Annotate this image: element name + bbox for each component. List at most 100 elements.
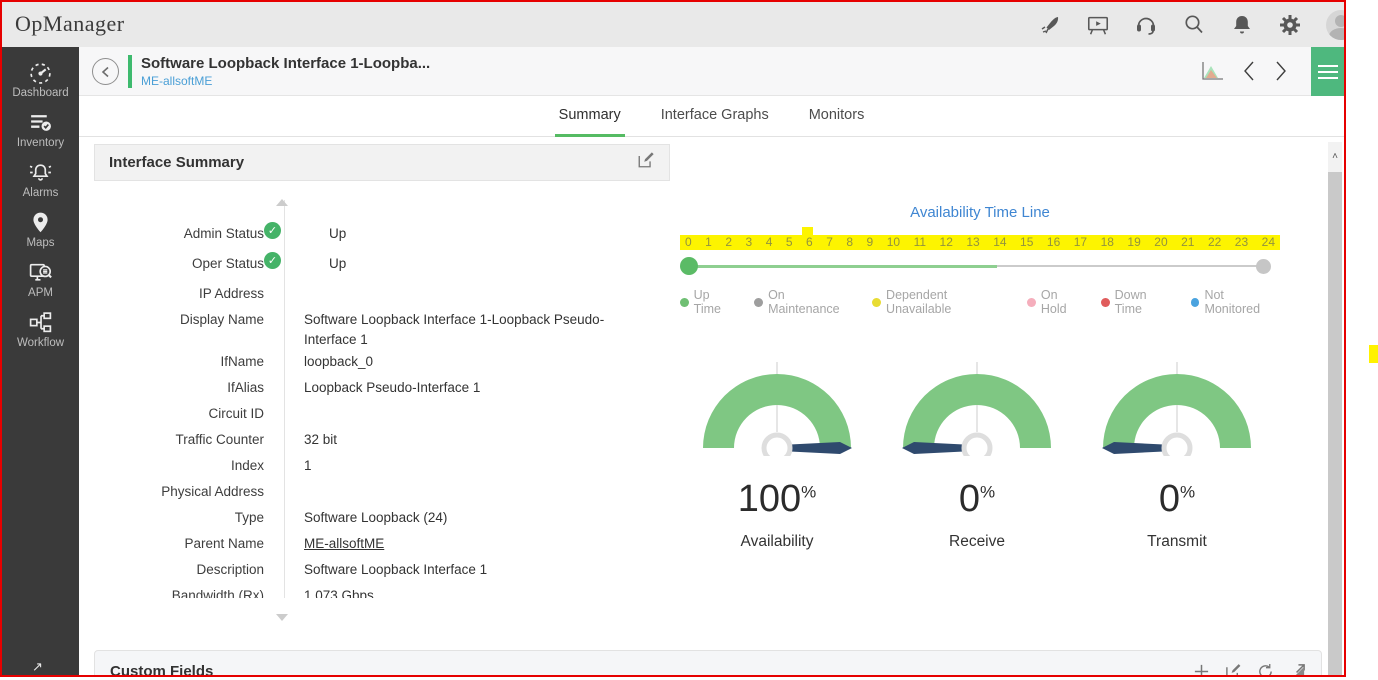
summary-field-label: Circuit ID bbox=[208, 406, 264, 421]
summary-row: Type ✓ Software Loopback (24) bbox=[94, 506, 670, 532]
previous-device-chevron[interactable] bbox=[1242, 60, 1262, 82]
timeline-hour-scale: 0 1 2 3 4 5 6 7 8 9 10 11 12 13 14 15 16 17 18 19 20 21 22 23 24 bbox=[680, 235, 1280, 250]
summary-column-divider bbox=[284, 200, 285, 598]
search-icon[interactable] bbox=[1182, 13, 1206, 37]
timeline-range-slider bbox=[680, 257, 1280, 275]
summary-field-value: ME-allsoftME bbox=[304, 536, 385, 551]
timeline-hour-label: 14 bbox=[993, 235, 1007, 249]
summary-row: Oper Status ✓ Up bbox=[94, 252, 670, 282]
timeline-hour-label: 1 bbox=[705, 235, 712, 249]
gauge: 0% Transmit bbox=[1097, 358, 1257, 551]
dashboard-gauge-icon bbox=[30, 63, 51, 84]
gauge-label: Receive bbox=[949, 533, 1005, 550]
legend-dot-icon bbox=[754, 297, 764, 307]
custom-fields-title: Custom Fields bbox=[110, 662, 214, 677]
page-title: Software Loopback Interface 1-Loopba... bbox=[141, 55, 431, 72]
back-button[interactable] bbox=[92, 58, 119, 85]
sidebar-item-label: Maps bbox=[26, 237, 55, 249]
avatar-body-shape bbox=[1329, 27, 1344, 40]
sidebar-more-arrow-icon[interactable]: ↗ bbox=[32, 659, 43, 674]
timeline-hour-label: 16 bbox=[1046, 235, 1061, 249]
sidebar-item-apm[interactable]: APM bbox=[2, 260, 79, 310]
legend-label: On Maintenance bbox=[768, 288, 840, 316]
summary-field-label: IP Address bbox=[198, 286, 264, 301]
summary-field-value: Up bbox=[329, 256, 347, 271]
scrollbar-thumb[interactable] bbox=[1328, 172, 1342, 675]
summary-row: Parent Name ✓ ME-allsoftME bbox=[94, 532, 670, 558]
support-headset-icon[interactable] bbox=[1134, 13, 1158, 37]
summary-field-value: Loopback Pseudo-Interface 1 bbox=[304, 380, 481, 395]
slider-handle-end[interactable] bbox=[1256, 258, 1271, 274]
scrollbar-up-arrow[interactable]: ˄ bbox=[1328, 142, 1342, 172]
legend-label: On Hold bbox=[1040, 288, 1067, 316]
summary-row: IP Address ✓ bbox=[94, 282, 670, 308]
summary-field-value: loopback_0 bbox=[304, 354, 374, 369]
parent-device-link[interactable]: ME-allsoftME bbox=[141, 74, 213, 88]
timeline-hour-label: 7 bbox=[826, 235, 833, 249]
history-refresh-icon[interactable] bbox=[1257, 663, 1274, 678]
add-field-icon[interactable] bbox=[1193, 663, 1210, 678]
sidebar-item-workflow[interactable]: Workflow bbox=[2, 310, 79, 360]
opmanager-logo: OpManager bbox=[15, 11, 125, 36]
sidebar-item-label: Dashboard bbox=[12, 87, 69, 99]
next-device-chevron[interactable] bbox=[1274, 60, 1294, 82]
gauge-dial bbox=[703, 362, 852, 456]
tab-summary[interactable]: Summary bbox=[554, 96, 625, 137]
summary-field-value: 1.073 Gbps bbox=[304, 588, 374, 598]
summary-row: Description ✓ Software Loopback Interfac… bbox=[94, 558, 670, 584]
expand-corner-icon[interactable] bbox=[1289, 663, 1306, 678]
summary-field-label: Bandwidth (Rx) bbox=[171, 588, 264, 598]
custom-fields-header: Custom Fields bbox=[94, 650, 1322, 678]
sidebar-item-maps[interactable]: Maps bbox=[2, 210, 79, 260]
gauge-value: 0% bbox=[1158, 478, 1196, 520]
timeline-hour-label: 2 bbox=[725, 235, 733, 249]
edit-summary-icon[interactable] bbox=[637, 151, 655, 174]
apm-monitor-icon bbox=[29, 263, 52, 281]
sidebar-item-alarms[interactable]: Alarms bbox=[2, 160, 79, 210]
summary-field-value: Software Loopback Interface 1-Loopback P… bbox=[304, 312, 605, 347]
summary-scroll-up-arrow[interactable] bbox=[276, 199, 288, 206]
summary-scroll-down-arrow[interactable] bbox=[276, 614, 288, 621]
header-icon-group bbox=[1038, 2, 1344, 47]
legend-dot-icon bbox=[680, 297, 689, 307]
summary-field-value: Software Loopback Interface 1 bbox=[304, 562, 488, 577]
timeline-hour-label: 22 bbox=[1207, 235, 1222, 249]
hamburger-menu-button[interactable] bbox=[1311, 47, 1344, 96]
gauge: 0% Receive bbox=[897, 358, 1057, 551]
timeline-hour-label: 17 bbox=[1073, 235, 1088, 249]
summary-field-value bbox=[304, 282, 644, 284]
tab-interface-graphs[interactable]: Interface Graphs bbox=[660, 106, 769, 123]
summary-field-label: Index bbox=[230, 458, 264, 473]
gauge-dial bbox=[902, 362, 1051, 456]
gauge-row: 100% Availability 0% Receive bbox=[697, 358, 1257, 551]
sidebar-item-inventory[interactable]: Inventory bbox=[2, 110, 79, 160]
timeline-hour-label: 9 bbox=[866, 235, 874, 249]
status-up-check-icon: ✓ bbox=[264, 252, 281, 269]
sidebar-item-dashboard[interactable]: Dashboard bbox=[2, 60, 79, 110]
training-video-icon[interactable] bbox=[1086, 13, 1110, 37]
summary-field-label: Type bbox=[234, 510, 264, 525]
summary-row: IfAlias ✓ Loopback Pseudo-Interface 1 bbox=[94, 376, 670, 402]
rocket-icon[interactable] bbox=[1038, 13, 1062, 37]
summary-field-label: Traffic Counter bbox=[175, 432, 264, 447]
vertical-scrollbar: ˄ bbox=[1328, 142, 1342, 675]
legend-item: On Maintenance bbox=[754, 288, 856, 316]
edit-fields-icon[interactable] bbox=[1225, 663, 1242, 678]
timeline-hour-label: 21 bbox=[1181, 235, 1195, 249]
summary-field-value bbox=[304, 402, 644, 404]
notifications-bell-icon[interactable] bbox=[1230, 13, 1254, 37]
timeline-hour-label: 19 bbox=[1127, 235, 1141, 249]
user-avatar[interactable] bbox=[1326, 9, 1344, 40]
interface-summary-title: Interface Summary bbox=[109, 154, 245, 171]
summary-row: Bandwidth (Rx) ✓ 1.073 Gbps bbox=[94, 584, 670, 598]
timeline-hour-label: 10 bbox=[886, 235, 901, 249]
timeline-hour-label: 3 bbox=[745, 235, 753, 249]
settings-gear-icon[interactable] bbox=[1278, 13, 1302, 37]
timeline-hour-label: 13 bbox=[966, 235, 980, 249]
area-chart-icon[interactable] bbox=[1200, 60, 1226, 82]
summary-field-label: IfAlias bbox=[227, 380, 264, 395]
tab-monitors[interactable]: Monitors bbox=[808, 106, 865, 123]
device-title-bar: Software Loopback Interface 1-Loopba... … bbox=[79, 47, 1344, 96]
summary-field-value: Software Loopback (24) bbox=[304, 510, 448, 525]
slider-handle-start[interactable] bbox=[680, 257, 698, 275]
